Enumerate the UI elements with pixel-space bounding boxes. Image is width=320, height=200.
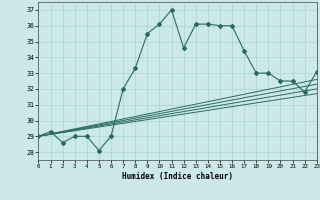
X-axis label: Humidex (Indice chaleur): Humidex (Indice chaleur) <box>122 172 233 181</box>
